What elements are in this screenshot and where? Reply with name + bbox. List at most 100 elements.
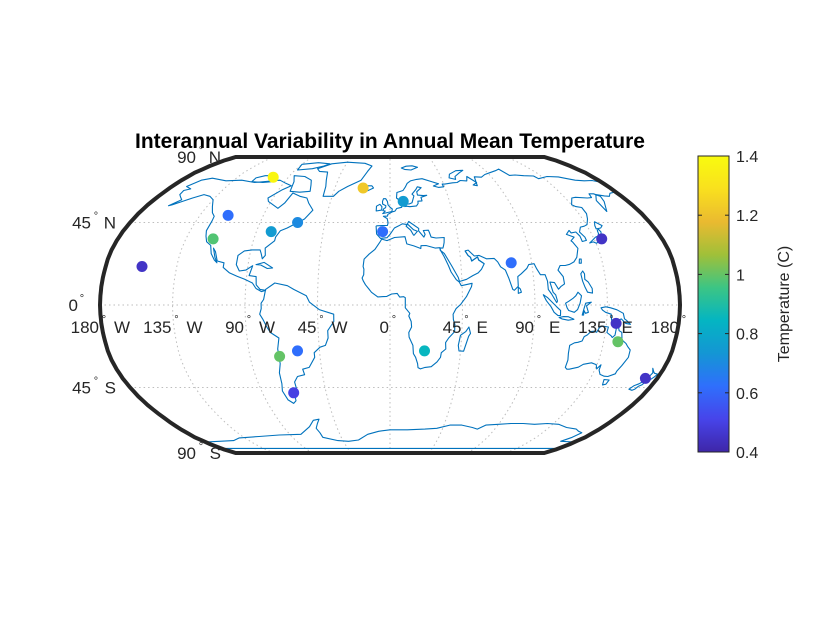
latitude-hemisphere: N [104, 214, 116, 233]
station-marker [222, 209, 234, 221]
degree-symbol: ° [94, 211, 98, 223]
degree-symbol: ° [609, 314, 613, 326]
meridian-line [466, 156, 536, 454]
coastline-tasmania [601, 379, 610, 386]
colorbar-tick: 0.8 [698, 327, 758, 344]
graticule [100, 156, 680, 454]
latitude-value: 45 [72, 378, 91, 397]
latitude-label: N °45 [72, 211, 116, 233]
station-marker [639, 372, 651, 384]
coastline-japan-hokkaido [593, 221, 603, 230]
coastline-ireland [375, 203, 383, 212]
latitude-hemisphere: S [105, 378, 116, 397]
coastline-arabian-peninsula-gulf [464, 250, 485, 265]
longitude-hemisphere: E [549, 318, 560, 337]
degree-symbol: ° [199, 145, 203, 157]
coastline-novaya-zemlya [448, 169, 464, 180]
longitude-label: 180 ° W [71, 314, 130, 337]
station-marker [377, 226, 389, 238]
longitude-value: 45 [443, 318, 462, 337]
map-title: Interannual Variability in Annual Mean T… [135, 130, 645, 153]
latitude-labels: N°90N°45°0S°45S°90 [69, 145, 221, 463]
coastline-sulawesi [581, 301, 592, 316]
degree-symbol: ° [174, 314, 178, 326]
longitude-value: 90 [515, 318, 534, 337]
coastline-europe-asia [375, 168, 615, 304]
colorbar-ticks: 0.4 0.6 0.8 1 1.2 1.4 [698, 149, 758, 462]
longitude-value: 135 [578, 318, 606, 337]
latitude-value: 45 [72, 214, 91, 233]
station-marker [288, 387, 300, 399]
colorbar-tick: 0.4 [698, 445, 758, 462]
degree-symbol: ° [80, 293, 84, 305]
station-markers [136, 171, 651, 399]
longitude-label: 45 ° W [298, 314, 348, 337]
coastline-great-britain [381, 198, 393, 215]
longitude-value: 45 [298, 318, 317, 337]
meridian-line [244, 156, 314, 454]
station-marker [596, 233, 608, 245]
colorbar-tick: 1 [698, 267, 745, 284]
coastline-south-america [259, 282, 335, 404]
longitude-hemisphere: W [187, 318, 203, 337]
station-marker [292, 217, 304, 228]
map-frame [97, 155, 683, 455]
coastline-greenland [317, 161, 373, 197]
meridian-line [428, 156, 464, 454]
station-marker [612, 336, 624, 348]
longitude-label: 135 ° W [143, 314, 202, 337]
coastline-svalbard [400, 165, 419, 171]
latitude-value: 90 [177, 444, 196, 463]
colorbar-tick-label: 1 [736, 267, 745, 284]
coastline-java [558, 316, 575, 321]
coastline-cuba [255, 261, 274, 270]
longitude-value: 135 [143, 318, 171, 337]
coastline-sumatra [542, 294, 562, 317]
colorbar-tick: 1.2 [698, 208, 758, 225]
station-marker [267, 171, 279, 183]
station-marker [397, 195, 409, 207]
colorbar-tick-label: 1.4 [736, 149, 758, 166]
colorbar: 0.4 0.6 0.8 1 1.2 1.4 Temperature (C) [697, 149, 793, 462]
colorbar-tick-label: 0.8 [736, 327, 758, 344]
latitude-value: 0 [69, 296, 78, 315]
station-marker [274, 350, 286, 362]
meridian-line [316, 156, 352, 454]
longitude-hemisphere: W [114, 318, 130, 337]
longitude-value: 90 [225, 318, 244, 337]
degree-symbol: ° [102, 314, 106, 326]
coastline-antarctica [204, 418, 583, 449]
coastline-ellesmere-island [296, 162, 331, 171]
longitude-value: 180 [71, 318, 99, 337]
latitude-value: 90 [177, 148, 196, 167]
coastline-africa [361, 236, 473, 370]
map-background [100, 157, 680, 453]
longitude-label: 135 ° E [578, 314, 633, 337]
station-marker [207, 233, 219, 245]
longitude-hemisphere: W [259, 318, 275, 337]
colorbar-tick-label: 0.6 [736, 386, 758, 403]
longitude-label: 45 ° E [443, 314, 488, 337]
station-marker [292, 345, 303, 357]
colorbar-tick-label: 1.2 [736, 208, 758, 225]
latitude-hemisphere: N [209, 148, 221, 167]
station-marker [610, 317, 622, 329]
coastline-new-zealand-south [628, 378, 648, 391]
station-marker [419, 345, 430, 357]
station-marker [265, 226, 277, 238]
longitude-label: 90 ° E [515, 314, 560, 337]
longitude-labels: 180 ° W 135 ° W 90 ° W 45 ° W 0 ° 45 ° E 90 ° E 135 ° E 180 ° [71, 314, 687, 337]
latitude-label: °0 [69, 293, 85, 315]
longitude-label: 0 ° [380, 314, 397, 337]
degree-symbol: ° [392, 314, 396, 326]
coastline-baffin-island [289, 175, 312, 193]
longitude-value: 0 [380, 318, 389, 337]
latitude-label: S °45 [72, 375, 116, 397]
degree-symbol: ° [247, 314, 251, 326]
latitude-hemisphere: S [210, 444, 221, 463]
coastline-sri-lanka [517, 286, 522, 294]
world-map[interactable]: N°90N°45°0S°45S°90 180 ° W 135 ° W 90 ° W 45 ° W 0 ° 4… [69, 145, 687, 463]
colorbar-tick: 0.6 [698, 386, 758, 403]
degree-symbol: ° [199, 441, 203, 453]
